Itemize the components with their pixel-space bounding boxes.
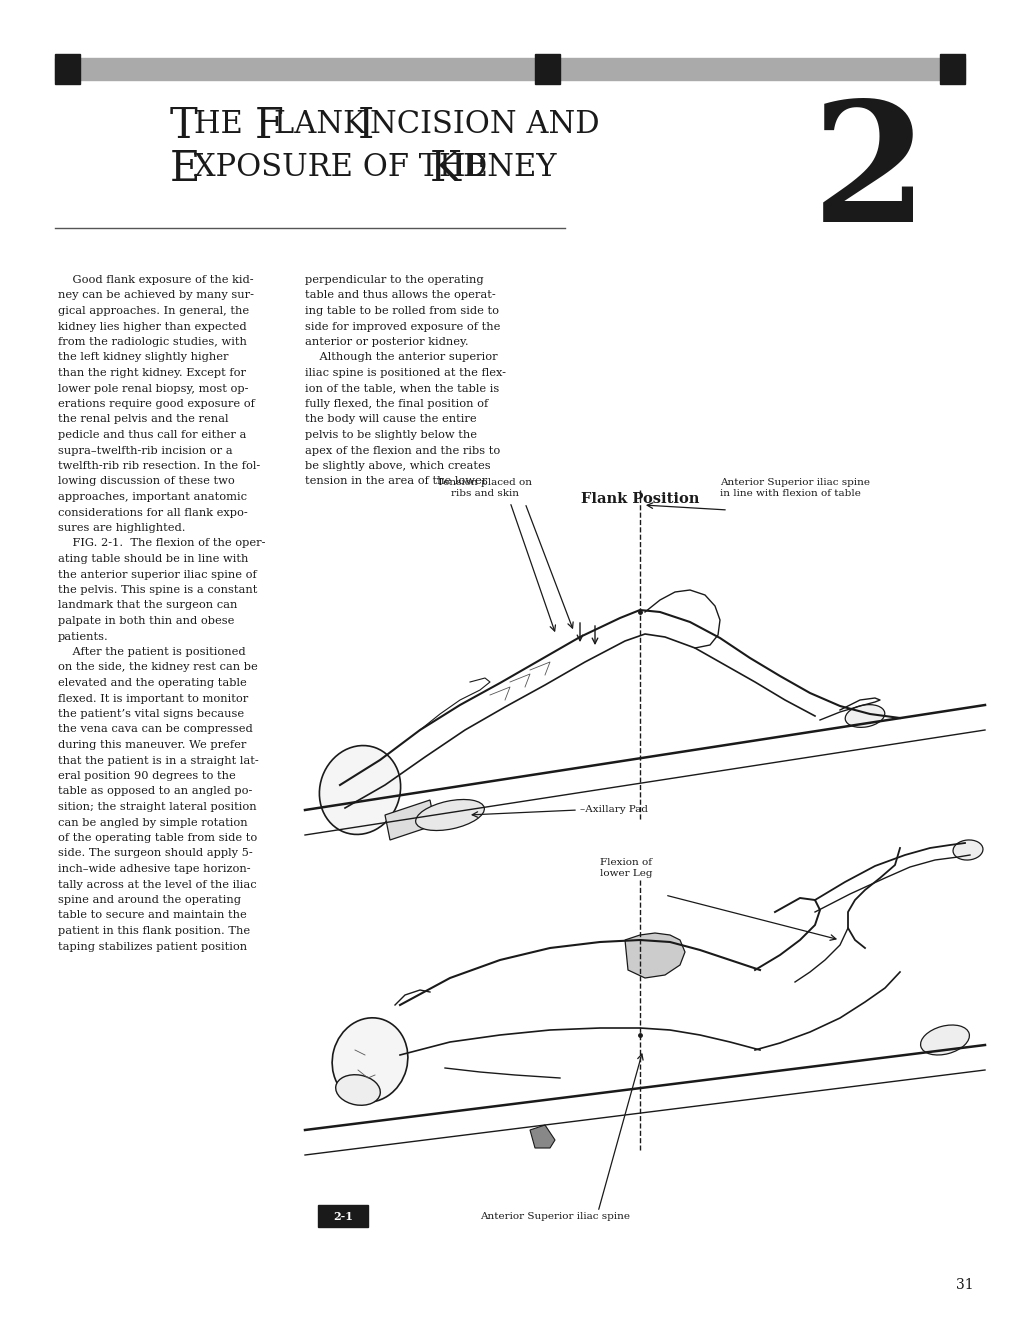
Text: flexed. It is important to monitor: flexed. It is important to monitor [58, 693, 248, 704]
Text: of the operating table from side to: of the operating table from side to [58, 833, 257, 843]
Text: fully flexed, the final position of: fully flexed, the final position of [305, 399, 488, 409]
Text: pelvis to be slightly below the: pelvis to be slightly below the [305, 430, 477, 440]
Text: I: I [358, 106, 374, 147]
Text: K: K [430, 148, 461, 190]
Text: table to secure and maintain the: table to secure and maintain the [58, 911, 247, 920]
Text: Anterior Superior iliac spine
in line with flexion of table: Anterior Superior iliac spine in line wi… [719, 478, 869, 498]
Text: 31: 31 [955, 1278, 973, 1292]
Text: the left kidney slightly higher: the left kidney slightly higher [58, 352, 228, 363]
Text: supra–twelfth-rib incision or a: supra–twelfth-rib incision or a [58, 446, 232, 455]
Polygon shape [384, 800, 434, 840]
Text: kidney lies higher than expected: kidney lies higher than expected [58, 322, 247, 331]
Text: apex of the flexion and the ribs to: apex of the flexion and the ribs to [305, 446, 499, 455]
Text: tally across at the level of the iliac: tally across at the level of the iliac [58, 879, 257, 890]
Text: anterior or posterior kidney.: anterior or posterior kidney. [305, 337, 468, 347]
Ellipse shape [319, 746, 400, 834]
Polygon shape [530, 1125, 554, 1148]
Text: table and thus allows the operat-: table and thus allows the operat- [305, 290, 495, 301]
Ellipse shape [332, 1018, 408, 1102]
Text: erations require good exposure of: erations require good exposure of [58, 399, 255, 409]
Text: approaches, important anatomic: approaches, important anatomic [58, 492, 247, 502]
Text: Flank Position: Flank Position [580, 492, 698, 506]
Text: taping stabilizes patient position: taping stabilizes patient position [58, 941, 247, 952]
Text: table as opposed to an angled po-: table as opposed to an angled po- [58, 787, 252, 796]
Text: lower pole renal biopsy, most op-: lower pole renal biopsy, most op- [58, 384, 249, 393]
Text: the body will cause the entire: the body will cause the entire [305, 414, 476, 425]
Bar [318, 1205, 368, 1228]
Text: than the right kidney. Except for: than the right kidney. Except for [58, 368, 246, 378]
Text: ney can be achieved by many sur-: ney can be achieved by many sur- [58, 290, 254, 301]
Text: from the radiologic studies, with: from the radiologic studies, with [58, 337, 247, 347]
Text: LANK: LANK [274, 110, 375, 140]
Text: can be angled by simple rotation: can be angled by simple rotation [58, 817, 248, 828]
Text: on the side, the kidney rest can be: on the side, the kidney rest can be [58, 663, 258, 672]
Text: during this maneuver. We prefer: during this maneuver. We prefer [58, 741, 247, 750]
Ellipse shape [415, 800, 484, 830]
Ellipse shape [952, 840, 982, 861]
Text: spine and around the operating: spine and around the operating [58, 895, 240, 906]
Text: Anterior Superior iliac spine: Anterior Superior iliac spine [480, 1212, 630, 1221]
Text: side for improved exposure of the: side for improved exposure of the [305, 322, 500, 331]
Text: be slightly above, which creates: be slightly above, which creates [305, 461, 490, 471]
Text: –Axillary Pad: –Axillary Pad [580, 805, 647, 814]
Text: 2-1: 2-1 [333, 1210, 353, 1221]
Text: patients.: patients. [58, 631, 109, 642]
Text: twelfth-rib rib resection. In the fol-: twelfth-rib rib resection. In the fol- [58, 461, 260, 471]
Text: ion of the table, when the table is: ion of the table, when the table is [305, 384, 498, 393]
Text: 2: 2 [811, 95, 927, 257]
Text: ating table should be in line with: ating table should be in line with [58, 554, 249, 564]
Text: patient in this flank position. The: patient in this flank position. The [58, 927, 250, 936]
Text: Tension placed on
ribs and skin: Tension placed on ribs and skin [437, 478, 532, 498]
Text: ing table to be rolled from side to: ing table to be rolled from side to [305, 306, 498, 315]
Text: E: E [170, 148, 200, 190]
Text: the vena cava can be compressed: the vena cava can be compressed [58, 725, 253, 734]
Text: Good flank exposure of the kid-: Good flank exposure of the kid- [58, 275, 254, 285]
Ellipse shape [335, 1074, 380, 1105]
Text: T: T [170, 106, 198, 147]
Text: IDNEY: IDNEY [450, 152, 556, 183]
Text: the patient’s vital signs because: the patient’s vital signs because [58, 709, 244, 719]
Text: that the patient is in a straight lat-: that the patient is in a straight lat- [58, 755, 259, 766]
Text: XPOSURE OF THE: XPOSURE OF THE [194, 152, 497, 183]
Text: considerations for all flank expo-: considerations for all flank expo- [58, 507, 248, 517]
Text: NCISION AND: NCISION AND [370, 110, 599, 140]
Text: elevated and the operating table: elevated and the operating table [58, 678, 247, 688]
Bar [55, 54, 79, 84]
Text: palpate in both thin and obese: palpate in both thin and obese [58, 616, 234, 626]
Text: FIG. 2-1.  The flexion of the oper-: FIG. 2-1. The flexion of the oper- [58, 539, 265, 549]
Text: lowing discussion of these two: lowing discussion of these two [58, 477, 234, 487]
Text: eral position 90 degrees to the: eral position 90 degrees to the [58, 771, 235, 781]
Ellipse shape [920, 1026, 968, 1055]
Text: After the patient is positioned: After the patient is positioned [58, 647, 246, 657]
Bar [535, 54, 559, 84]
Text: tension in the area of the lower: tension in the area of the lower [305, 477, 487, 487]
Text: perpendicular to the operating: perpendicular to the operating [305, 275, 483, 285]
Text: pedicle and thus call for either a: pedicle and thus call for either a [58, 430, 247, 440]
Text: inch–wide adhesive tape horizon-: inch–wide adhesive tape horizon- [58, 865, 251, 874]
Text: sures are highlighted.: sures are highlighted. [58, 523, 185, 533]
Bar [55, 58, 964, 81]
Bar [940, 54, 964, 84]
Text: gical approaches. In general, the: gical approaches. In general, the [58, 306, 249, 315]
Text: the anterior superior iliac spine of: the anterior superior iliac spine of [58, 569, 257, 579]
Text: side. The surgeon should apply 5-: side. The surgeon should apply 5- [58, 849, 253, 858]
Text: F: F [255, 106, 283, 147]
Ellipse shape [845, 705, 883, 727]
Text: the renal pelvis and the renal: the renal pelvis and the renal [58, 414, 228, 425]
Text: HE: HE [194, 110, 253, 140]
Text: sition; the straight lateral position: sition; the straight lateral position [58, 803, 257, 812]
Text: Although the anterior superior: Although the anterior superior [305, 352, 497, 363]
Polygon shape [625, 933, 685, 978]
Text: landmark that the surgeon can: landmark that the surgeon can [58, 601, 237, 610]
Text: the pelvis. This spine is a constant: the pelvis. This spine is a constant [58, 585, 257, 595]
Text: Flexion of
lower Leg: Flexion of lower Leg [599, 858, 652, 878]
Text: iliac spine is positioned at the flex-: iliac spine is positioned at the flex- [305, 368, 505, 378]
